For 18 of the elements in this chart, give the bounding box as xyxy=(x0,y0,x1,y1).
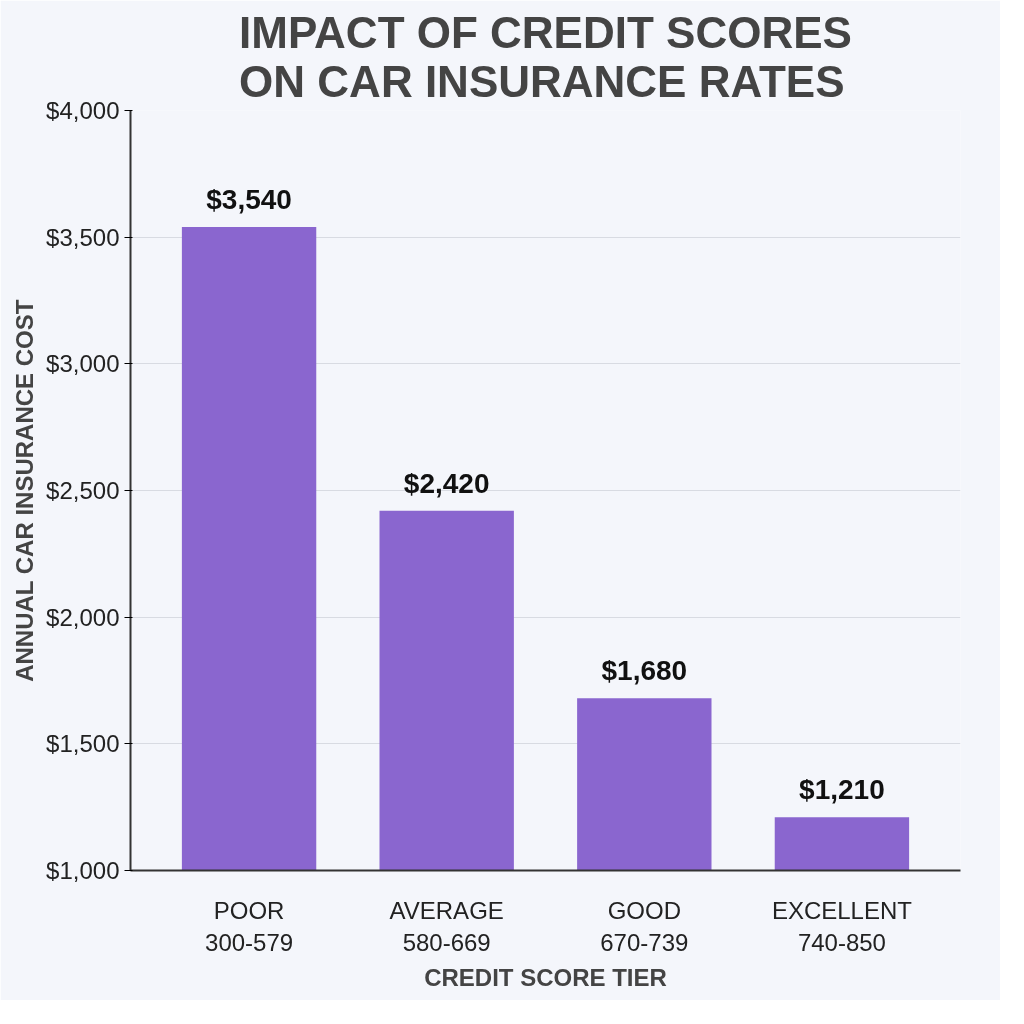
y-tick-label: $3,000 xyxy=(46,350,120,378)
x-tick-label: GOOD 670-739 xyxy=(600,896,689,956)
data-label: $2,420 xyxy=(403,467,490,499)
x-tick-label: EXCELLENT 740-850 xyxy=(771,896,913,956)
data-label: $1,680 xyxy=(601,655,688,687)
x-tick-label: AVERAGE 580-669 xyxy=(389,896,504,956)
data-label: $1,210 xyxy=(799,774,885,806)
y-tick-label: $3,500 xyxy=(46,223,120,251)
data-label: $3,540 xyxy=(206,184,292,216)
x-axis-title: CREDIT SCORE TIER xyxy=(424,963,667,991)
chart-title: IMPACT OF CREDIT SCORES ON CAR INSURANCE RATES xyxy=(239,7,852,106)
y-tick-label: $1,000 xyxy=(46,857,120,884)
y-tick-label: $1,500 xyxy=(46,730,120,758)
y-tick-label: $2,500 xyxy=(46,477,120,504)
x-tick-label: POOR 300-579 xyxy=(205,896,294,956)
y-tick-label: $4,000 xyxy=(46,97,120,124)
y-axis-title: ANNUAL CAR INSURANCE COST xyxy=(11,299,39,682)
y-tick-label: $2,000 xyxy=(46,603,120,631)
